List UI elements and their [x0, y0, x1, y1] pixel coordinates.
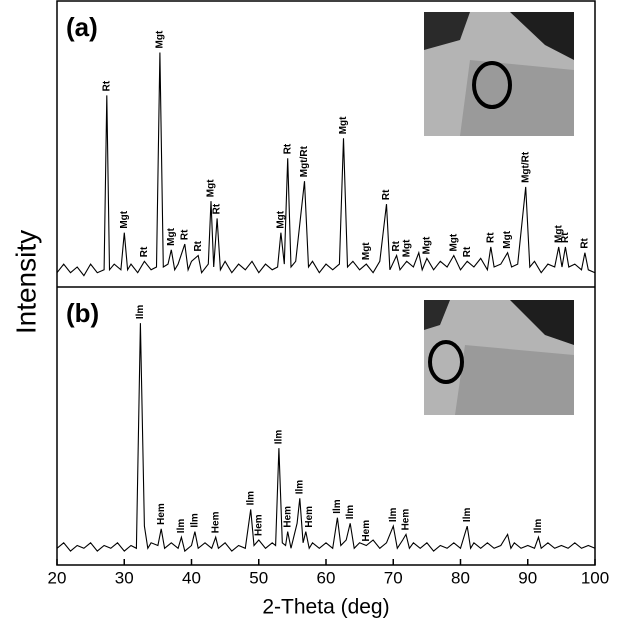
- peak-label: Rt: [179, 229, 190, 240]
- peak-label: Ilm: [190, 513, 201, 528]
- peak-label: Hem: [401, 509, 412, 531]
- peak-label: Ilm: [135, 305, 146, 320]
- x-axis-label: 2-Theta (deg): [262, 596, 389, 619]
- peak-label: Hem: [361, 520, 372, 542]
- peak-label: Mgt: [502, 230, 513, 248]
- x-tick-label: 60: [317, 568, 336, 587]
- peak-label: Mgt: [338, 116, 349, 134]
- peak-label: Mgt: [276, 210, 287, 228]
- peak-label: Rt: [101, 80, 112, 91]
- xrd-trace: [56, 52, 596, 277]
- peak-label: Ilm: [332, 499, 343, 514]
- peak-label: Rt: [391, 240, 402, 251]
- xrd-trace: [56, 323, 596, 553]
- x-tick-label: 20: [48, 568, 67, 587]
- peak-label: Rt: [580, 237, 591, 248]
- peak-label: Hem: [282, 506, 293, 528]
- peak-label: Rt: [212, 203, 223, 214]
- peak-label: Rt: [560, 232, 571, 243]
- peak-label: Hem: [210, 511, 221, 533]
- inset-image-b: [424, 300, 574, 415]
- x-tick-label: 80: [451, 568, 470, 587]
- peak-label: Rt: [462, 246, 473, 257]
- peak-label: Mgt: [422, 236, 433, 254]
- peak-label: Mgt: [206, 179, 217, 197]
- x-tick-label: 40: [182, 568, 201, 587]
- peak-label: Ilm: [294, 480, 305, 495]
- peak-label: Ilm: [388, 508, 399, 523]
- inset-image-a: [424, 12, 574, 136]
- x-tick-label: 100: [581, 568, 609, 587]
- x-tick-label: 30: [115, 568, 134, 587]
- peak-label: Hem: [156, 503, 167, 525]
- peak-label: Rt: [139, 246, 150, 257]
- peak-label: Mgt: [401, 239, 412, 257]
- peak-label: Ilm: [245, 491, 256, 506]
- peak-label: Mgt: [119, 210, 130, 228]
- x-tick-label: 50: [249, 568, 268, 587]
- peak-label: Rt: [193, 240, 204, 251]
- peak-label: Hem: [253, 514, 264, 536]
- peak-label: Ilm: [533, 519, 544, 534]
- x-tick-label: 90: [518, 568, 537, 587]
- peak-label: Mgt: [166, 227, 177, 245]
- peak-label: Mgt: [361, 242, 372, 260]
- peak-label: Rt: [485, 232, 496, 243]
- peak-label: Ilm: [462, 508, 473, 523]
- peak-label: Mgt: [553, 225, 564, 243]
- y-axis-label: Intensity: [10, 230, 41, 334]
- peak-label: Rt: [282, 143, 293, 154]
- peak-label: Mgt/Rt: [299, 145, 310, 177]
- peak-label: Ilm: [274, 430, 285, 445]
- peak-label: Mgt: [155, 30, 166, 48]
- peak-label: Hem: [304, 506, 315, 528]
- peak-label: Mgt/Rt: [520, 151, 531, 183]
- peak-label: Rt: [381, 189, 392, 200]
- peak-label: Ilm: [176, 519, 187, 534]
- x-tick-label: 70: [384, 568, 403, 587]
- peak-label: Mgt: [448, 233, 459, 251]
- panel-label: (b): [66, 298, 99, 328]
- panel-label: (a): [66, 12, 98, 42]
- peak-label: Ilm: [345, 505, 356, 520]
